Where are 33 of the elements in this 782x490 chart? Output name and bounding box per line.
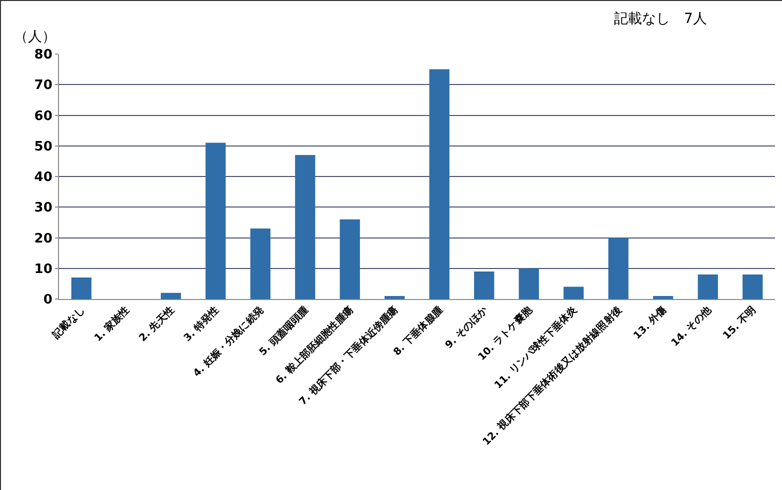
text: 記載なし 7人	[614, 11, 707, 27]
x-tick-label: 14. その他	[668, 303, 714, 349]
x-tick-label: 1. 家族性	[92, 304, 132, 344]
y-tick-label: 50	[34, 139, 52, 154]
x-tick-label: 15. 不明	[720, 304, 758, 342]
y-tick-label: 40	[34, 170, 52, 186]
y-tick-label: 70	[34, 78, 52, 94]
bar	[698, 274, 718, 299]
y-tick-label: 80	[34, 48, 52, 63]
bar	[160, 292, 181, 299]
bar	[206, 142, 226, 299]
y-tick-label: 10	[34, 262, 52, 277]
x-tick-label: 3. 特発性	[182, 304, 222, 344]
bar	[608, 238, 628, 299]
y-tick-label: 30	[34, 200, 52, 216]
y-tick-label: 60	[34, 108, 52, 124]
bar	[742, 274, 763, 299]
bar	[518, 268, 539, 299]
x-tick-label: 13. 外傷	[631, 304, 669, 342]
bar	[295, 155, 316, 299]
x-tick-label: 記載なし	[50, 304, 88, 342]
y-tick-label: 20	[34, 231, 52, 246]
bar	[340, 219, 360, 299]
bar	[250, 228, 270, 299]
y-axis-title: （人）	[14, 29, 56, 45]
bar	[71, 278, 92, 299]
bar	[653, 296, 674, 299]
bar	[564, 286, 584, 299]
bar	[474, 271, 494, 299]
x-tick-label: 2. 先天性	[136, 304, 177, 344]
bar	[384, 296, 405, 299]
y-tick-label: 0	[43, 292, 52, 308]
bar	[429, 69, 450, 299]
